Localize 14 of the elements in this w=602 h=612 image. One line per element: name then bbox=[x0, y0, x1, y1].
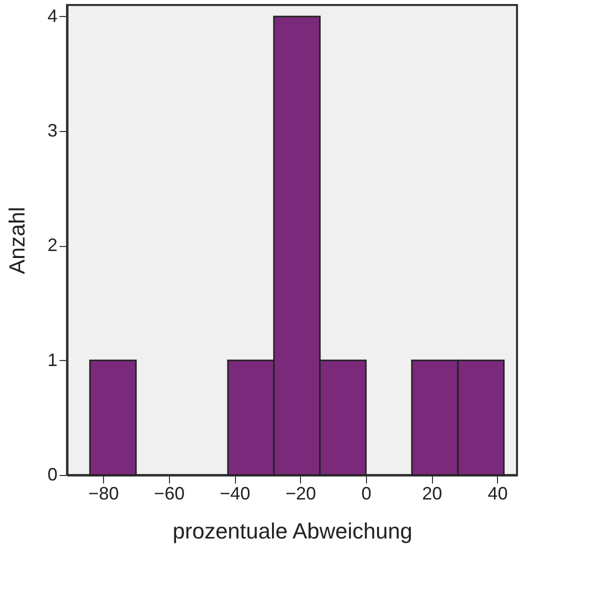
x-tick-label: 0 bbox=[361, 484, 372, 504]
x-tick-label: −40 bbox=[220, 484, 250, 504]
y-axis-title: Anzahl bbox=[4, 206, 30, 274]
x-tick-label: 20 bbox=[422, 484, 442, 504]
x-axis-title: prozentuale Abweichung bbox=[172, 518, 412, 544]
x-tick-label: 40 bbox=[488, 484, 508, 504]
y-tick-label: 2 bbox=[47, 235, 58, 256]
x-tick-label: −20 bbox=[285, 484, 316, 504]
x-tick-label: −60 bbox=[154, 484, 185, 504]
y-tick-label: 4 bbox=[47, 6, 58, 26]
x-tick-label: −80 bbox=[88, 484, 119, 504]
y-tick-label: 1 bbox=[47, 350, 58, 370]
y-tick-label: 0 bbox=[47, 464, 58, 484]
y-tick-label: 3 bbox=[47, 120, 58, 141]
